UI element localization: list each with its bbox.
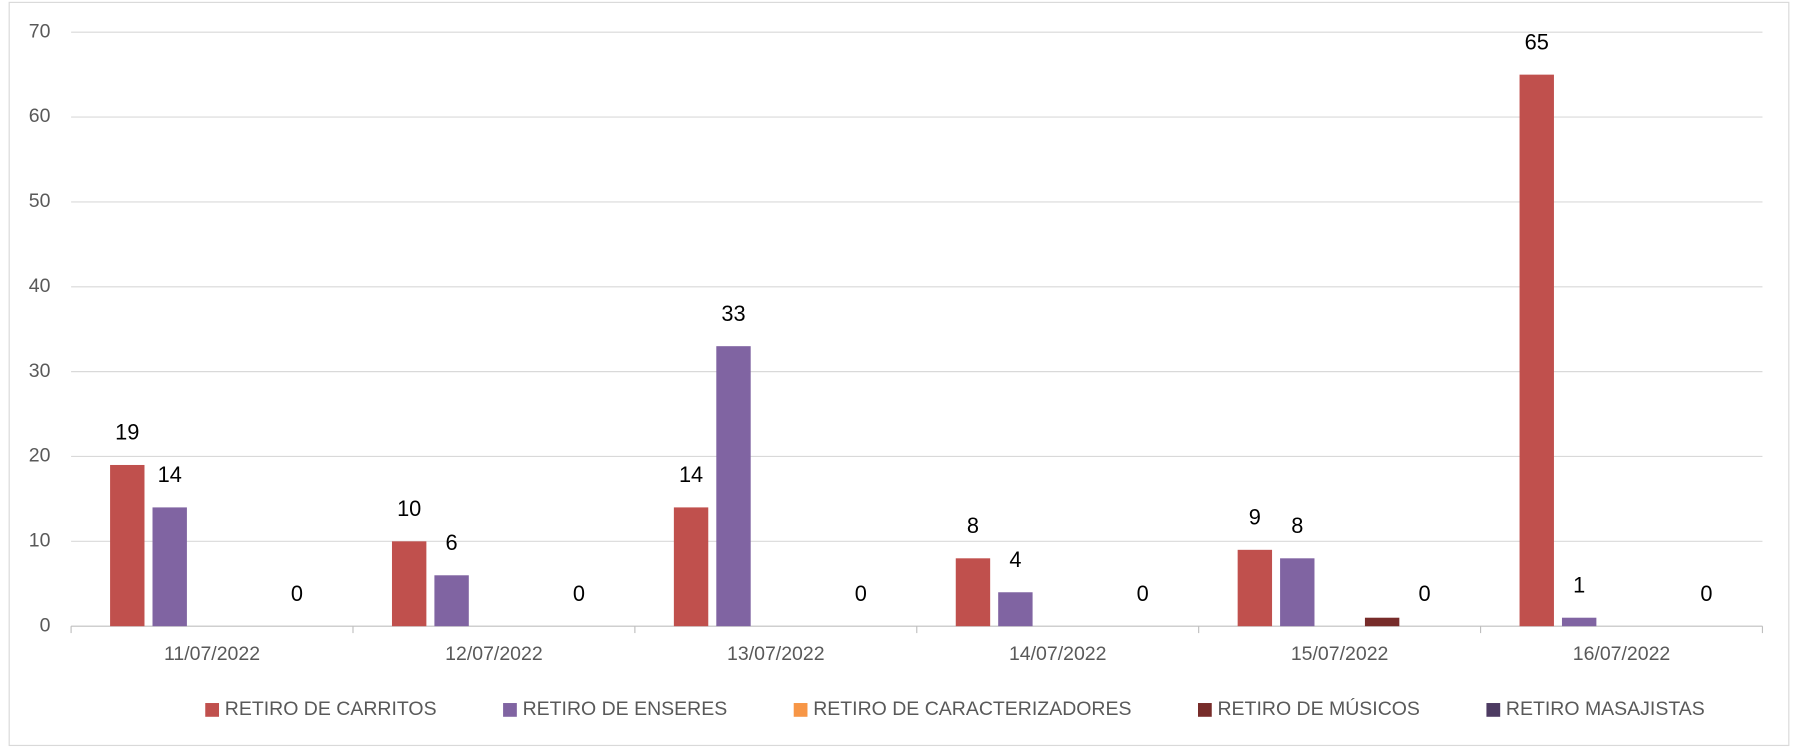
- legend-label: RETIRO DE CARACTERIZADORES: [813, 698, 1131, 720]
- x-tick-label: 12/07/2022: [445, 643, 543, 665]
- bar: [716, 346, 751, 627]
- data-label: 8: [1291, 513, 1303, 538]
- data-label: 10: [397, 496, 421, 521]
- legend-label: RETIRO DE MÚSICOS: [1217, 697, 1419, 720]
- chart-border: [8, 1, 1790, 747]
- y-tick-label: 60: [29, 105, 51, 127]
- data-label: 8: [967, 513, 979, 538]
- y-tick-label: 10: [29, 529, 51, 551]
- x-tick-label: 15/07/2022: [1291, 643, 1389, 665]
- data-label: 14: [679, 462, 703, 487]
- bar: [1280, 558, 1315, 627]
- data-label: 0: [1700, 581, 1712, 606]
- data-label: 0: [1137, 581, 1149, 606]
- data-label: 65: [1525, 29, 1549, 54]
- bar: [1561, 617, 1597, 627]
- legend-label: RETIRO DE ENSERES: [523, 698, 728, 720]
- legend-label: RETIRO MASAJISTAS: [1506, 698, 1705, 720]
- y-tick-label: 70: [29, 20, 51, 42]
- x-tick-label: 16/07/2022: [1573, 643, 1671, 665]
- y-tick-label: 40: [29, 275, 51, 297]
- bar: [1237, 549, 1273, 627]
- y-tick-label: 0: [40, 614, 51, 636]
- data-label: 9: [1249, 505, 1261, 530]
- bar: [955, 558, 991, 627]
- x-tick-label: 11/07/2022: [164, 643, 260, 665]
- data-label: 14: [158, 462, 182, 487]
- legend-swatch: [1486, 703, 1501, 717]
- x-tick-label: 14/07/2022: [1009, 643, 1107, 665]
- data-label: 19: [115, 420, 139, 445]
- y-tick-label: 20: [29, 445, 51, 467]
- bar: [391, 541, 427, 627]
- data-label: 0: [291, 581, 303, 606]
- bar: [110, 464, 145, 627]
- data-label: 0: [855, 581, 867, 606]
- y-tick-label: 50: [29, 190, 51, 212]
- legend-swatch: [503, 703, 517, 717]
- bar: [152, 507, 187, 627]
- x-tick-label: 13/07/2022: [727, 643, 825, 665]
- y-tick-label: 30: [29, 360, 51, 382]
- bar: [1364, 617, 1400, 627]
- data-label: 33: [721, 301, 745, 326]
- bar: [1519, 74, 1554, 627]
- data-label: 1: [1573, 573, 1585, 598]
- legend-swatch: [793, 703, 808, 717]
- data-label: 6: [446, 530, 458, 555]
- bar: [434, 575, 469, 627]
- bar: [673, 507, 709, 627]
- data-label: 4: [1009, 547, 1021, 572]
- legend-label: RETIRO DE CARRITOS: [225, 698, 437, 720]
- data-label: 0: [573, 581, 585, 606]
- legend-swatch: [205, 703, 220, 717]
- bar: [998, 592, 1033, 627]
- data-label: 0: [1419, 581, 1431, 606]
- legend-swatch: [1197, 703, 1212, 717]
